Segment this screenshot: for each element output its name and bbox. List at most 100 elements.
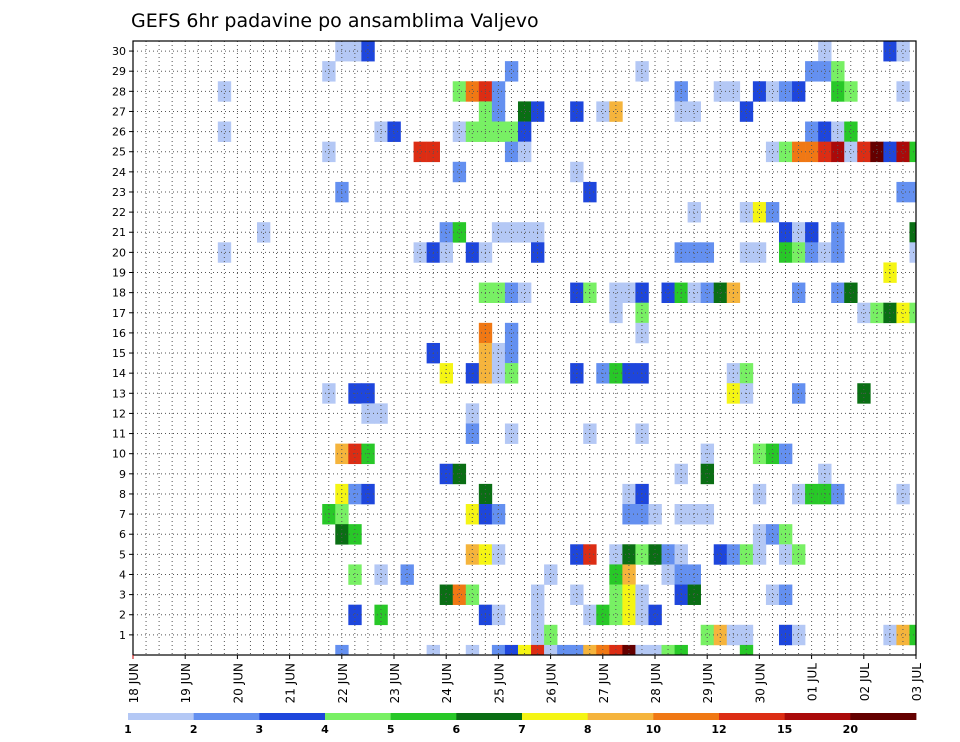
heatmap-cell [609,584,623,605]
heatmap-cell [909,141,917,163]
y-axis: 1234567891011121314151617181920212223242… [112,45,133,642]
colorbar-label: 7 [518,723,526,736]
y-tick-label: 20 [112,246,126,259]
heatmap-cell [805,61,819,82]
heatmap-cell [739,544,754,565]
heatmap-cell [752,544,767,565]
heatmap-cell [857,302,871,324]
heatmap-cell [504,121,519,142]
heatmap-cell [609,282,623,303]
heatmap-cell [622,644,636,656]
heatmap-cell [544,564,558,585]
heatmap-cell [609,101,623,122]
heatmap-cell [909,302,917,324]
heatmap-cell [687,242,701,263]
x-tick-label: 27 JUN [597,663,611,703]
heatmap-cell [348,564,362,585]
grid-lines [133,41,916,655]
heatmap-cell [465,242,480,263]
heatmap-cell [609,644,623,656]
heatmap-cell [792,282,806,303]
heatmap-cell [557,644,571,656]
x-tick-label: 30 JUN [753,663,767,703]
x-tick-label: 25 JUN [492,663,506,703]
heatmap-cell [792,141,806,163]
heatmap-cell [752,524,767,545]
heatmap-cell [426,644,440,656]
heatmap-cell [439,242,454,263]
y-tick-label: 19 [112,267,126,280]
heatmap-cell [765,141,780,163]
heatmap-cell [544,624,558,646]
y-tick-label: 5 [119,548,126,561]
heatmap-cell [792,624,806,646]
heatmap-cell [491,282,506,303]
heatmap-cell [217,81,232,102]
heatmap-cell [713,81,728,102]
heatmap-cell [570,584,584,605]
heatmap-cell [517,222,532,243]
y-tick-label: 21 [112,226,126,239]
y-tick-label: 7 [119,508,126,521]
y-tick-label: 28 [112,85,126,98]
heatmap-cell [361,41,375,62]
heatmap-cell [465,81,480,102]
heatmap-cell [765,202,780,223]
colorbar-label: 2 [190,723,198,736]
heatmap-cell [805,141,819,163]
x-tick-label: 22 JUN [336,663,350,703]
heatmap-cell [452,81,467,102]
y-tick-label: 30 [112,45,126,58]
heatmap-cell [517,121,532,142]
heatmap-cell [322,504,336,525]
heatmap-cell [570,101,584,122]
heatmap-cell [504,61,519,82]
heatmap-cell [348,524,362,545]
heatmap-cell [765,524,780,545]
heatmap-cell [687,101,701,122]
heatmap-cell [792,483,806,505]
heatmap-cell [818,242,832,263]
heatmap-cell [348,483,362,505]
x-axis: 18 JUN 19 JUN 20 JUN 21 JUN 22 JUN 23 JUN 24 J… [127,655,924,703]
x-tick-label: 23 JUN [388,663,402,703]
heatmap-cell [713,544,728,565]
heatmap-cell [909,181,917,203]
x-tick-label: 18 JUN [127,663,141,703]
heatmap-cell [909,222,917,243]
heatmap-cell [792,544,806,565]
x-tick-label: 21 JUN [284,663,298,703]
colorbar-label: 3 [256,723,264,736]
x-tick-label: 24 JUN [440,663,454,703]
chart-title: GEFS 6hr padavine po ansamblima Valjevo [131,10,539,32]
heatmap-cell [609,564,623,585]
heatmap-cell [452,121,467,142]
heatmap-cell [818,61,832,82]
heatmap-cell [256,222,271,243]
y-tick-label: 25 [112,146,126,159]
x-tick-label: 28 JUN [649,663,663,703]
y-tick-label: 17 [112,307,126,320]
colorbar-swatch [850,713,917,720]
y-tick-label: 22 [112,206,126,219]
heatmap-cells [217,41,917,656]
heatmap-cell [896,302,910,324]
heatmap-cell [570,544,584,565]
heatmap-cell [700,504,715,525]
heatmap-cell [661,644,675,656]
heatmap-cell [635,544,649,565]
heatmap-cell [739,644,754,656]
heatmap-cell [883,624,897,646]
heatmap-cell [713,282,728,303]
heatmap-cell [635,644,649,656]
heatmap-cell [570,161,584,183]
heatmap-cell [648,544,662,565]
heatmap-cell [609,604,623,626]
x-tick-label: 02 JUL [858,663,872,701]
heatmap-cell [504,644,519,656]
heatmap-cell [648,504,662,525]
colorbar-label: 1 [124,723,132,736]
heatmap-cell [517,282,532,303]
heatmap-cell [452,584,467,605]
heatmap-cell [883,262,897,283]
